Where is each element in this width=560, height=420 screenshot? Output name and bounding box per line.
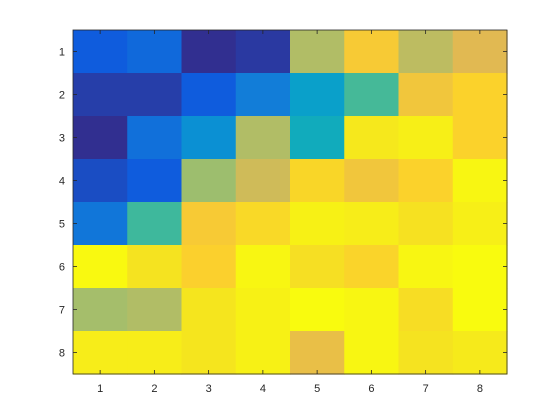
heatmap-cell-r2-c7 [398, 73, 454, 117]
x-axis-tick-labels: 1 2 3 4 5 6 7 8 [97, 383, 483, 395]
heatmap-cell-r5-c4 [235, 202, 291, 246]
heatmap-cell-r6-c6 [344, 245, 400, 289]
heatmap-cell-r2-c2 [127, 73, 183, 117]
heatmap-cell-r6-c4 [235, 245, 291, 289]
heatmap-cell-r2-c5 [290, 73, 345, 117]
heatmap-cell-r7-c8 [452, 288, 508, 332]
x-tick-label: 6 [368, 383, 374, 395]
heatmap-cell-r8-c3 [181, 331, 237, 375]
y-axis-tick-labels: 1 2 3 4 5 6 7 8 [59, 47, 65, 360]
heatmap-cell-r2-c6 [344, 73, 400, 117]
y-tick-label: 2 [59, 90, 65, 102]
heatmap-cell-r5-c1 [73, 202, 128, 246]
heatmap-cell-r5-c5 [290, 202, 345, 246]
heatmap-cell-r2-c4 [235, 73, 291, 117]
heatmap-cell-r3-c1 [73, 116, 128, 160]
heatmap-cell-r7-c4 [235, 288, 291, 332]
heatmap-cell-r5-c8 [452, 202, 508, 246]
x-tick-label: 4 [260, 383, 266, 395]
heatmap-cell-r7-c2 [127, 288, 183, 332]
heatmap-cell-r2-c3 [181, 73, 237, 117]
x-tick-label: 1 [97, 383, 103, 395]
heatmap-cell-r5-c3 [181, 202, 237, 246]
heatmap-cell-r6-c8 [452, 245, 508, 289]
heatmap-cell-r4-c7 [398, 159, 454, 203]
heatmap-cell-r3-c2 [127, 116, 183, 160]
heatmap-cell-r7-c1 [73, 288, 128, 332]
heatmap-cell-r8-c1 [73, 331, 128, 375]
heatmap-cell-r3-c7 [398, 116, 454, 160]
heatmap-cell-r4-c2 [127, 159, 183, 203]
y-tick-label: 5 [59, 219, 65, 231]
axis-ticks [73, 30, 507, 374]
x-tick-label: 3 [206, 383, 212, 395]
heatmap-cell-r1-c8 [452, 30, 508, 74]
heatmap-cell-r2-c1 [73, 73, 128, 117]
heatmap-cell-r8-c8 [452, 331, 508, 375]
heatmap-cell-r1-c5 [290, 30, 345, 74]
heatmap-cell-r3-c3 [181, 116, 237, 160]
heatmap-cell-r4-c5 [290, 159, 345, 203]
heatmap-cell-r2-c8 [452, 73, 508, 117]
heatmap-cell-r3-c8 [452, 116, 508, 160]
heatmap-cell-r4-c3 [181, 159, 237, 203]
heatmap-cell-r7-c6 [344, 288, 400, 332]
x-tick-label: 8 [477, 383, 483, 395]
y-tick-label: 7 [59, 305, 65, 317]
y-tick-label: 3 [59, 133, 65, 145]
heatmap-cell-r1-c3 [181, 30, 237, 74]
y-tick-label: 4 [59, 176, 65, 188]
heatmap-cell-r1-c1 [73, 30, 128, 74]
heatmap-cell-r7-c7 [398, 288, 454, 332]
heatmap-cell-r7-c3 [181, 288, 237, 332]
axes-box [72, 29, 508, 375]
heatmap-cell-r4-c4 [235, 159, 291, 203]
heatmap-cell-r7-c5 [290, 288, 345, 332]
heatmap-cell-r8-c5 [290, 331, 345, 375]
x-tick-label: 2 [151, 383, 157, 395]
heatmap-cell-r1-c7 [398, 30, 454, 74]
heatmap-cell-r1-c2 [127, 30, 183, 74]
heatmap-cell-r6-c7 [398, 245, 454, 289]
heatmap-cell-r3-c4 [235, 116, 291, 160]
y-tick-label: 8 [59, 348, 65, 360]
heatmap-cell-r8-c7 [398, 331, 454, 375]
heatmap-cell-r6-c5 [290, 245, 345, 289]
heatmap-cell-r4-c6 [344, 159, 400, 203]
heatmap-cell-r3-c6 [344, 116, 400, 160]
heatmap-cell-r4-c1 [73, 159, 128, 203]
y-tick-label: 1 [59, 47, 65, 59]
heatmap-cell-r5-c6 [344, 202, 400, 246]
heatmap-cell-r6-c3 [181, 245, 237, 289]
x-tick-label: 5 [314, 383, 320, 395]
heatmap-cell-r5-c2 [127, 202, 183, 246]
heatmap-cell-r8-c6 [344, 331, 400, 375]
heatmap-cell-r8-c2 [127, 331, 183, 375]
y-tick-label: 6 [59, 262, 65, 274]
x-tick-label: 7 [423, 383, 429, 395]
heatmap-cell-r1-c4 [235, 30, 291, 74]
heatmap-cell-r8-c4 [235, 331, 291, 375]
heatmap-cell-r6-c1 [73, 245, 128, 289]
heatmap-cell-r4-c8 [452, 159, 508, 203]
heatmap-cells [73, 30, 508, 375]
heatmap-cell-r5-c7 [398, 202, 454, 246]
heatmap-cell-r3-c5 [290, 116, 345, 160]
heatmap-cell-r6-c2 [127, 245, 183, 289]
heatmap-cell-r1-c6 [344, 30, 400, 74]
